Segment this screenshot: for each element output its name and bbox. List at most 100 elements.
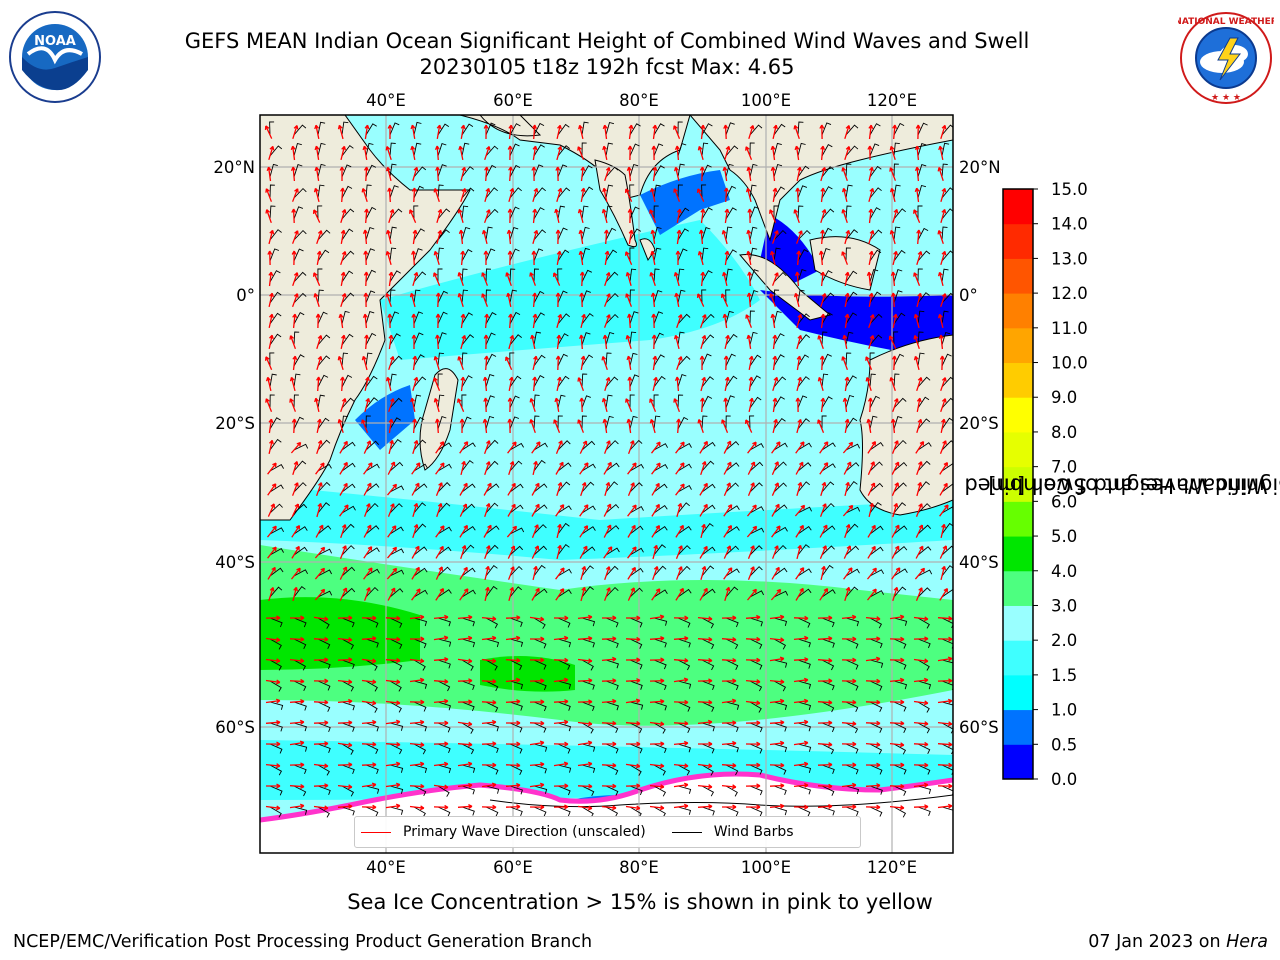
wind-barb <box>653 143 664 157</box>
wave-direction-arrow <box>913 209 921 223</box>
wave-direction-arrow <box>577 377 585 392</box>
wind-barb <box>653 680 667 691</box>
wind-barb <box>773 743 788 753</box>
wave-direction-arrow <box>649 763 665 769</box>
wind-barb <box>917 503 931 514</box>
wave-direction-arrow <box>627 504 637 517</box>
wind-barb <box>677 394 684 409</box>
wave-direction-arrow <box>937 803 953 809</box>
wind-barb <box>677 374 687 388</box>
wind-barb <box>749 163 758 178</box>
wave-direction-arrow <box>627 546 637 559</box>
wave-direction-arrow <box>553 699 569 705</box>
wind-barb <box>509 483 524 493</box>
wave-direction-arrow <box>433 679 449 684</box>
wave-direction-arrow <box>363 546 373 559</box>
wave-direction-arrow <box>604 481 611 496</box>
wave-direction-arrow <box>388 334 394 350</box>
wind-barb <box>917 659 930 671</box>
wind-barb <box>437 566 451 577</box>
wave-direction-arrow <box>484 187 491 202</box>
wave-direction-arrow <box>387 187 393 203</box>
wave-direction-arrow <box>481 678 497 684</box>
wave-direction-arrow <box>913 677 929 683</box>
wave-direction-arrow <box>624 188 633 202</box>
wind-barb <box>749 566 763 577</box>
wind-barb <box>773 504 788 514</box>
wind-barb <box>341 397 355 409</box>
wind-barb <box>581 526 596 535</box>
wind-barb <box>413 185 424 199</box>
wave-direction-arrow <box>649 614 665 620</box>
wave-direction-arrow <box>338 313 344 329</box>
wave-direction-arrow <box>268 439 274 455</box>
wind-barb <box>413 248 423 262</box>
wind-barb <box>461 785 475 795</box>
wave-direction-arrow <box>291 208 297 224</box>
wind-barb <box>557 680 572 690</box>
wave-direction-arrow <box>841 804 857 810</box>
wave-direction-arrow <box>312 272 321 286</box>
wind-barb <box>869 395 881 409</box>
colorbar-tick-label: 2.0 <box>1051 631 1077 650</box>
wave-direction-arrow <box>865 742 881 748</box>
wave-direction-arrow <box>506 229 512 245</box>
wind-barb <box>413 121 422 136</box>
wind-barb <box>269 484 284 493</box>
wind-barb <box>437 743 451 754</box>
wind-barb <box>845 764 859 775</box>
wind-barb <box>893 331 899 346</box>
wave-direction-arrow <box>844 229 851 245</box>
wave-direction-arrow <box>556 187 563 202</box>
wave-direction-arrow <box>529 699 545 705</box>
wave-direction-arrow <box>745 783 761 789</box>
wind-barb <box>869 546 884 556</box>
wave-direction-arrow <box>267 546 277 559</box>
wind-barb <box>605 503 620 514</box>
wave-band-4m-central <box>480 656 575 692</box>
wave-direction-arrow <box>603 524 612 538</box>
wave-direction-arrow <box>577 419 585 433</box>
wind-barb <box>725 122 735 136</box>
wave-direction-arrow <box>700 208 706 224</box>
wave-direction-arrow <box>436 229 443 244</box>
wave-direction-arrow <box>313 720 329 726</box>
wind-barb <box>677 545 691 556</box>
wave-direction-arrow <box>913 721 929 727</box>
wind-barb <box>605 227 617 241</box>
wind-barb <box>437 806 451 817</box>
wave-direction-arrow <box>361 741 377 747</box>
lon-tick-top: 120°E <box>867 91 917 110</box>
wind-barb <box>413 354 425 367</box>
lon-tick-bottom: 40°E <box>366 858 406 877</box>
wave-direction-arrow <box>747 271 753 287</box>
wind-barb <box>557 659 571 670</box>
wave-direction-arrow <box>745 314 753 328</box>
wind-barb <box>557 375 570 388</box>
wave-direction-arrow <box>673 125 681 139</box>
wind-barb <box>893 568 908 577</box>
wave-direction-arrow <box>580 565 587 580</box>
wave-direction-arrow <box>553 783 569 789</box>
wind-barb <box>845 480 858 493</box>
wave-direction-arrow <box>722 271 728 287</box>
wind-barb <box>533 164 544 178</box>
wave-direction-arrow <box>866 588 877 601</box>
wind-barb <box>677 121 683 136</box>
wind-barb <box>389 208 403 220</box>
wave-direction-arrow <box>532 565 538 581</box>
wave-direction-arrow <box>675 587 684 601</box>
wind-barb <box>365 502 379 514</box>
wind-barb <box>797 185 808 199</box>
map-canvas <box>260 115 953 853</box>
wind-barb <box>701 184 707 199</box>
wind-barb <box>293 806 308 815</box>
wind-barb <box>893 439 907 451</box>
wave-direction-arrow <box>529 740 545 746</box>
wave-direction-arrow <box>937 783 953 789</box>
wave-direction-arrow <box>481 616 497 622</box>
wind-barb <box>773 567 788 577</box>
wind-barb <box>509 527 525 535</box>
wave-direction-arrow <box>649 741 665 747</box>
wind-barb <box>749 442 764 451</box>
